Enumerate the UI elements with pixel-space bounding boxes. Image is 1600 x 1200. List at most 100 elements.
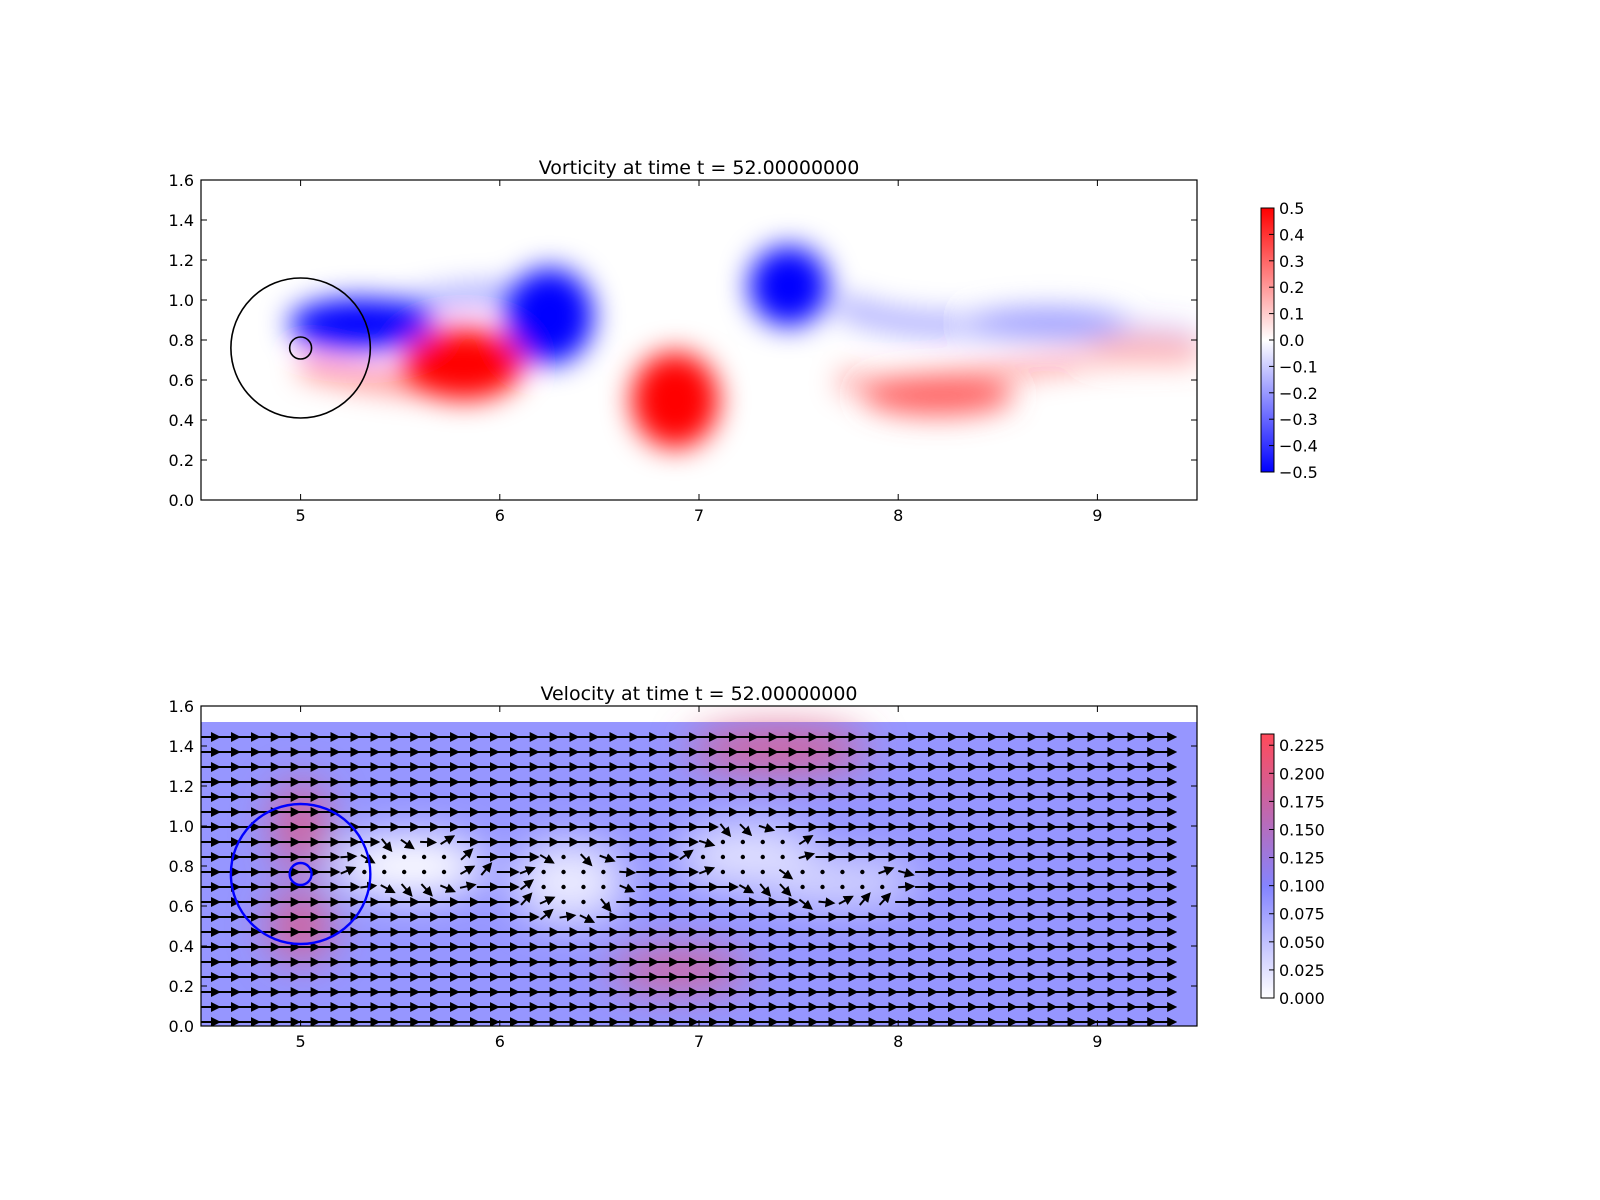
vortex-blob [967, 308, 1128, 336]
quiver-dot [581, 869, 586, 875]
y-tick-label: 0.4 [169, 937, 194, 956]
quiver-dot [840, 884, 845, 890]
y-tick-label: 0.0 [169, 1017, 194, 1036]
vorticity-body-markers [230, 277, 372, 419]
x-tick-label: 5 [296, 506, 306, 525]
y-tick-label: 1.2 [169, 777, 194, 796]
quiver-arrow [778, 868, 794, 880]
quiver-dot [800, 884, 805, 890]
vortex-blob [631, 352, 719, 448]
quiver-dot [581, 884, 586, 890]
y-tick-label: 0.6 [169, 897, 194, 916]
quiver-dot [362, 869, 367, 875]
quiver-dot [740, 854, 746, 860]
quiver-dot [760, 839, 765, 845]
y-tick-label: 0.2 [169, 451, 194, 470]
y-tick-label: 0.0 [169, 491, 194, 510]
quiver-dot [880, 884, 885, 890]
colorbar-tick-label: 0.2 [1279, 278, 1304, 297]
colorbar-tick-label: 0.100 [1279, 877, 1325, 896]
low-speed-wake [334, 836, 486, 896]
quiver-dot [800, 869, 805, 875]
y-tick-label: 0.8 [169, 857, 194, 876]
quiver-arrow [460, 848, 474, 861]
x-tick-label: 8 [893, 506, 903, 525]
quiver-arrow [340, 851, 358, 862]
quiver-arrow [838, 895, 854, 905]
quiver-dot [382, 854, 387, 860]
quiver-arrow [439, 883, 456, 893]
quiver-dot [780, 839, 785, 845]
quiver-arrow [858, 892, 871, 906]
quiver-dot [720, 839, 726, 845]
colorbar-tick-label: −0.4 [1279, 437, 1318, 456]
quiver-dot [421, 854, 427, 860]
quiver-arrow [520, 892, 533, 906]
y-tick-label: 1.6 [169, 171, 194, 190]
quiver-arrow [878, 892, 892, 906]
quiver-dot [760, 854, 765, 860]
colorbar-tick-label: 0.0 [1279, 331, 1304, 350]
quiver-arrow [459, 881, 477, 892]
colorbar-tick-label: 0.225 [1279, 736, 1325, 755]
quiver-arrow [619, 867, 637, 878]
colorbar-tick-label: −0.1 [1279, 357, 1318, 376]
colorbar-tick-label: 0.200 [1279, 764, 1325, 783]
quiver-arrow [798, 898, 813, 910]
quiver-arrow [360, 854, 376, 864]
colorbar-tick-label: −0.5 [1279, 463, 1318, 482]
quiver-arrow [599, 853, 616, 863]
quiver-arrow [898, 867, 915, 878]
quiver-arrow [559, 911, 577, 922]
vorticity-y-axis: 0.0 0.2 0.4 0.6 0.8 1.0 1.2 1.4 1.6 [169, 171, 1197, 510]
quiver-arrow [340, 866, 357, 876]
quiver-dot [561, 899, 566, 905]
velocity-x-axis: 5 6 7 8 9 [296, 706, 1102, 1051]
quiver-dot [601, 884, 606, 890]
quiver-dot [382, 869, 387, 875]
velocity-colorbar-ticks: 0.000 0.025 0.050 0.075 0.100 0.125 0.150 0.175… [1269, 736, 1325, 1008]
vortex-blob [288, 298, 433, 350]
y-tick-label: 1.2 [169, 251, 194, 270]
quiver-arrow [798, 851, 816, 861]
y-tick-label: 0.2 [169, 977, 194, 996]
high-speed-region [609, 950, 749, 990]
high-speed-region [268, 890, 333, 962]
colorbar-tick-label: 0.4 [1279, 225, 1304, 244]
body-circle-marker [288, 336, 313, 360]
vorticity-field [288, 246, 1197, 448]
y-tick-label: 1.0 [169, 817, 194, 836]
y-tick-label: 1.4 [169, 211, 194, 230]
velocity-y-axis: 0.0 0.2 0.4 0.6 0.8 1.0 1.2 1.4 1.6 [169, 697, 1197, 1036]
quiver-dot [860, 869, 865, 875]
quiver-dot [421, 869, 427, 875]
quiver-arrow [420, 883, 433, 897]
quiver-arrow [400, 838, 415, 850]
quiver-dot [541, 869, 546, 875]
quiver-dot [720, 869, 726, 875]
colorbar-tick-label: 0.050 [1279, 933, 1325, 952]
quiver-dot [820, 884, 825, 890]
quiver-arrow [579, 853, 593, 867]
y-tick-label: 1.4 [169, 737, 194, 756]
quiver-arrow [380, 883, 396, 894]
body-circle-marker [230, 277, 372, 419]
quiver-arrow [539, 854, 555, 864]
quiver-arrow [519, 866, 536, 876]
velocity-panel: Velocity at time t = 52.00000000 5 6 7 8 9 0… [169, 683, 1325, 1051]
velocity-title: Velocity at time t = 52.00000000 [540, 683, 857, 705]
quiver-dot [561, 884, 566, 890]
vorticity-colorbar-ticks: −0.5 −0.4 −0.3 −0.2 −0.1 0.0 0.1 0.2 0.3 0.4 0.5 [1269, 199, 1318, 482]
colorbar-tick-label: 0.150 [1279, 820, 1325, 839]
y-tick-label: 0.4 [169, 411, 194, 430]
colorbar-tick-label: 0.5 [1279, 199, 1304, 218]
quiver-dot [401, 869, 407, 875]
quiver-arrow [719, 823, 732, 838]
quiver-dot [720, 854, 726, 860]
quiver-dot [441, 854, 447, 860]
velocity-colorbar: 0.000 0.025 0.050 0.075 0.100 0.125 0.150 0.175… [1260, 733, 1325, 1008]
x-tick-label: 6 [495, 506, 505, 525]
quiver-arrow [758, 823, 776, 833]
